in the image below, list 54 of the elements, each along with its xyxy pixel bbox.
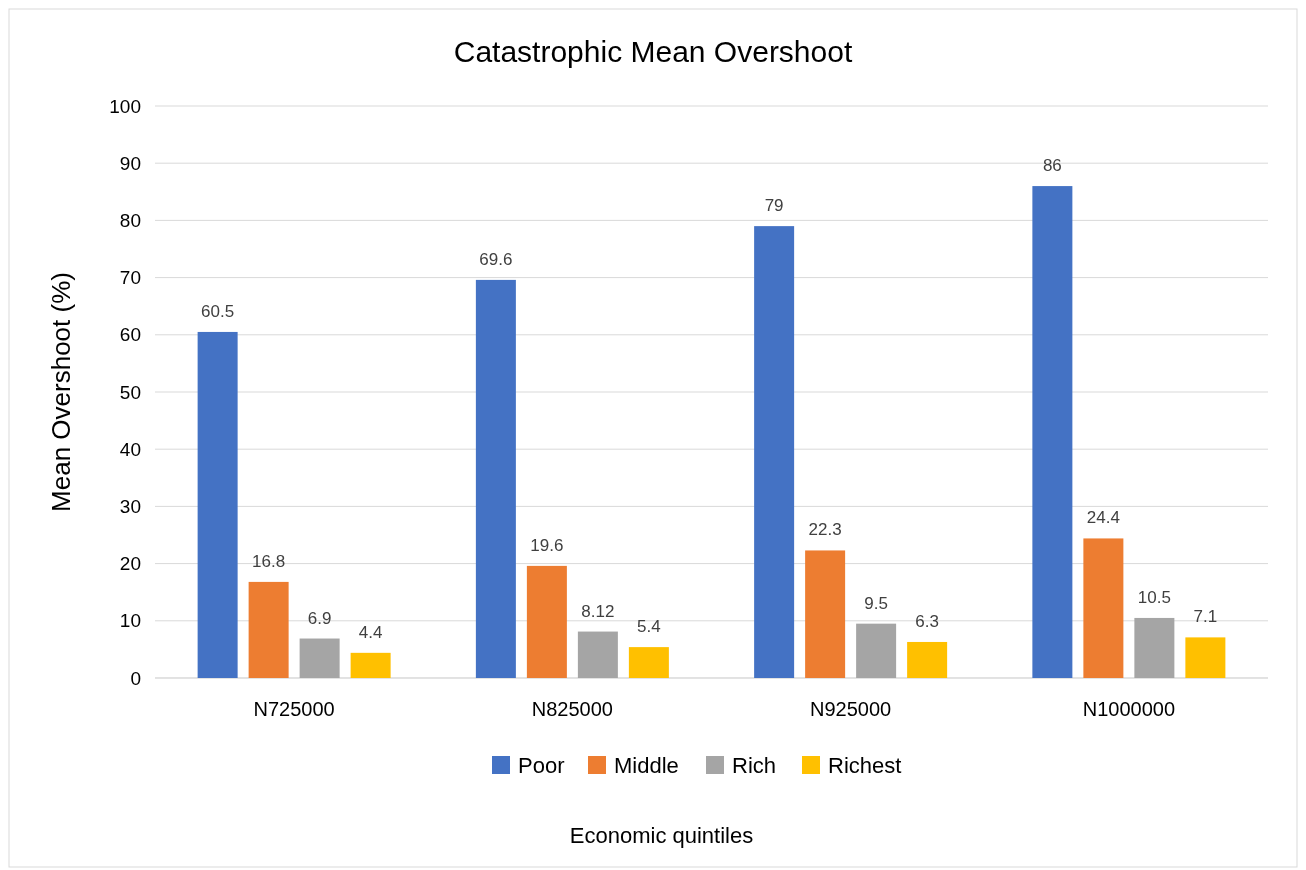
bar bbox=[1032, 186, 1073, 678]
y-tick-label: 80 bbox=[119, 210, 141, 232]
bar bbox=[248, 581, 289, 678]
y-tick-label: 40 bbox=[119, 438, 141, 460]
y-tick-label: 30 bbox=[119, 496, 141, 518]
y-tick-label: 90 bbox=[119, 152, 141, 174]
x-axis-title: Economic quintiles bbox=[569, 823, 754, 848]
data-label: 9.5 bbox=[864, 593, 888, 613]
legend-label: Middle bbox=[614, 752, 679, 778]
y-tick-label: 70 bbox=[119, 267, 141, 289]
y-tick-label: 0 bbox=[130, 667, 141, 689]
x-tick-label: N825000 bbox=[531, 698, 613, 720]
bar bbox=[1083, 538, 1124, 678]
y-tick-label: 10 bbox=[119, 610, 141, 632]
bar bbox=[754, 226, 795, 678]
legend-label: Poor bbox=[518, 752, 565, 778]
x-tick-label: N725000 bbox=[253, 698, 335, 720]
data-label: 22.3 bbox=[808, 520, 842, 540]
y-tick-label: 100 bbox=[109, 95, 141, 117]
y-tick-label: 50 bbox=[119, 381, 141, 403]
data-label: 10.5 bbox=[1137, 587, 1171, 607]
bar bbox=[907, 641, 948, 678]
bar bbox=[526, 565, 567, 678]
bar bbox=[197, 331, 238, 678]
bar bbox=[1134, 617, 1175, 678]
y-axis-title: Mean Overshoot (%) bbox=[46, 272, 76, 512]
data-label: 7.1 bbox=[1193, 607, 1218, 627]
bar bbox=[1185, 637, 1226, 678]
legend-label: Rich bbox=[732, 752, 777, 778]
data-label: 6.3 bbox=[915, 611, 939, 631]
y-tick-label: 60 bbox=[119, 324, 141, 346]
y-tick-label: 20 bbox=[119, 553, 141, 575]
chart-title: Catastrophic Mean Overshoot bbox=[453, 35, 853, 68]
x-tick-label: N1000000 bbox=[1082, 698, 1176, 720]
bar bbox=[577, 631, 618, 678]
data-label: 86 bbox=[1042, 156, 1062, 176]
data-label: 5.4 bbox=[637, 617, 661, 637]
bar bbox=[628, 647, 669, 678]
bar bbox=[805, 550, 846, 678]
data-label: 4.4 bbox=[358, 622, 383, 642]
bar bbox=[299, 638, 340, 678]
data-label: 69.6 bbox=[479, 249, 513, 269]
x-tick-label: N925000 bbox=[810, 698, 892, 720]
data-label: 19.6 bbox=[530, 535, 564, 555]
data-label: 60.5 bbox=[201, 301, 235, 321]
data-label: 24.4 bbox=[1086, 508, 1120, 528]
data-label: 79 bbox=[764, 196, 784, 216]
bar bbox=[475, 279, 516, 678]
data-label: 8.12 bbox=[581, 601, 615, 621]
data-label: 16.8 bbox=[252, 551, 286, 571]
legend-label: Richest bbox=[828, 752, 902, 778]
data-label: 6.9 bbox=[307, 608, 332, 628]
bar bbox=[856, 623, 897, 678]
bar bbox=[350, 652, 391, 678]
